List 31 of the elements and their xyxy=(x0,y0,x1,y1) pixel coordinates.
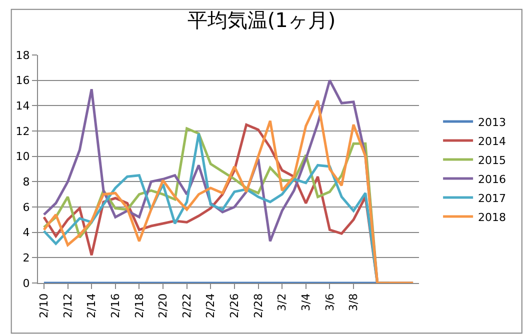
x-tick-label: 2/18 xyxy=(132,293,146,318)
y-tick-label: 18 xyxy=(16,48,30,62)
y-tick-label: 8 xyxy=(22,176,30,189)
legend-label: 2015 xyxy=(478,154,506,167)
y-tick-label: 0 xyxy=(22,276,30,290)
y-tick-label: 12 xyxy=(16,124,30,138)
x-tick-label: 3/8 xyxy=(347,293,360,312)
x-tick-label: 3/6 xyxy=(323,293,336,312)
legend-label: 2013 xyxy=(478,116,506,129)
x-tick-label: 3/2 xyxy=(276,293,289,312)
x-tick-label: 2/22 xyxy=(180,293,194,318)
x-tick-label: 2/28 xyxy=(252,293,265,318)
y-tick-label: 6 xyxy=(22,200,30,214)
x-tick-label: 2/16 xyxy=(108,293,122,318)
y-tick-label: 16 xyxy=(16,74,30,88)
x-tick-label: 2/12 xyxy=(61,293,74,318)
legend-label: 2014 xyxy=(478,134,506,148)
legend-label: 2018 xyxy=(478,210,506,224)
legend-label: 2016 xyxy=(478,172,506,186)
x-tick-label: 2/10 xyxy=(38,293,51,318)
x-tick-label: 2/26 xyxy=(228,293,242,318)
x-tick-label: 2/24 xyxy=(204,293,218,318)
x-tick-label: 2/20 xyxy=(156,293,170,318)
y-tick-label: 10 xyxy=(16,150,30,164)
chart-title: 平均気温(1ヶ月) xyxy=(187,8,336,32)
legend-label: 2017 xyxy=(478,192,506,205)
y-tick-label: 2 xyxy=(22,252,30,265)
y-tick-label: 4 xyxy=(22,226,30,240)
y-tick-label: 14 xyxy=(16,100,30,113)
x-tick-label: 2/14 xyxy=(85,293,98,318)
x-tick-label: 3/4 xyxy=(299,293,312,312)
